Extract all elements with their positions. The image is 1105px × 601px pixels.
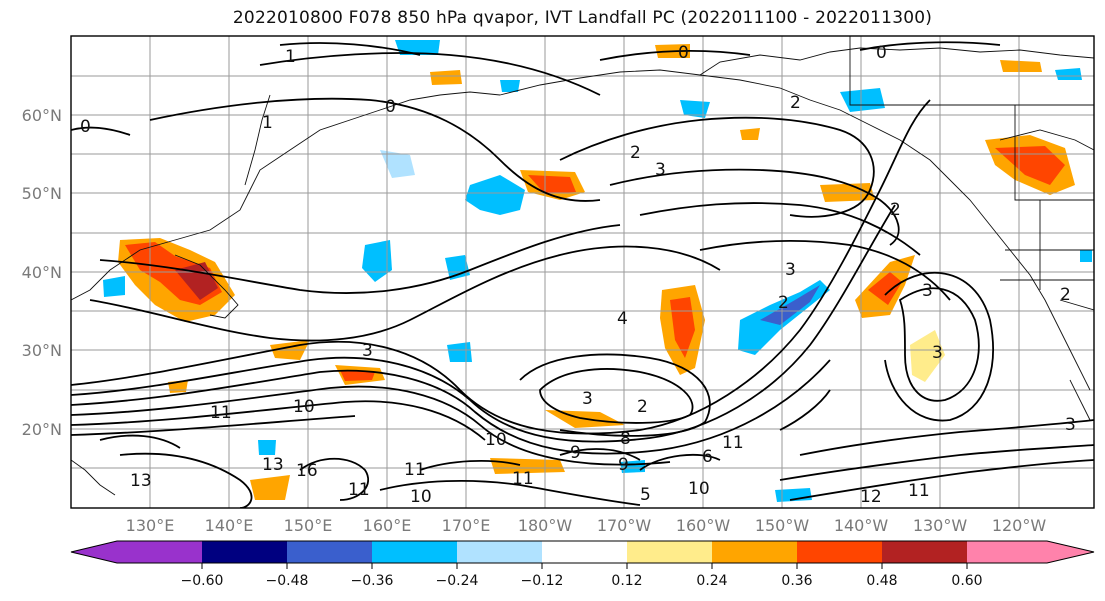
contour-label: 3 [582, 389, 593, 409]
colorbar-outline [70, 540, 1095, 564]
latitude-labels: 60°N 50°N 40°N 30°N 20°N [22, 106, 62, 439]
contour-label: 0 [385, 97, 396, 117]
contour-label: 10 [485, 430, 507, 450]
colorbar-segment [967, 541, 1047, 563]
contour-label: 0 [80, 117, 91, 137]
ivt-contours [71, 41, 1094, 508]
lat-label-40n: 40°N [22, 263, 62, 282]
colorbar-segment [882, 541, 967, 563]
contour-label: 2 [630, 143, 641, 163]
colorbar-segment [1047, 541, 1094, 563]
positive-anomaly-patches [118, 44, 1075, 500]
lon-label-120w: 120°W [992, 516, 1047, 535]
map-frame [70, 35, 1095, 509]
colorbar-tick-label: 0.36 [781, 573, 812, 589]
lat-label-50n: 50°N [22, 184, 62, 203]
colorbar-segment [202, 541, 287, 563]
colorbar-segment [71, 541, 117, 563]
coastlines [71, 36, 1094, 496]
colorbar-segment [117, 541, 202, 563]
lon-label-150e: 150°E [284, 516, 333, 535]
lon-label-130w: 130°W [913, 516, 968, 535]
contour-label: 0 [876, 43, 887, 63]
contour-label: 11 [348, 480, 370, 500]
colorbar-tick-label: −0.60 [181, 573, 224, 589]
colorbar-tick-label: −0.24 [436, 573, 479, 589]
lon-label-160w: 160°W [676, 516, 731, 535]
lon-label-180w: 180°W [518, 516, 573, 535]
contour-label: 3 [785, 260, 796, 280]
colorbar-segment [797, 541, 882, 563]
colorbar-ticks [201, 563, 968, 569]
contour-label: 2 [778, 293, 789, 313]
contour-label: 1 [262, 113, 273, 133]
contour-label: 11 [210, 403, 232, 423]
longitude-labels: 130°E 140°E 150°E 160°E 170°E 180°W 170°… [126, 516, 1047, 535]
contour-label: 16 [296, 461, 318, 481]
contour-label-group: 1 1 0 0 0 0 2 3 2 2 3 3 2 3 3 4 3 2 3 2 … [80, 43, 1076, 507]
lon-label-140w: 140°W [834, 516, 889, 535]
contour-label: 2 [637, 397, 648, 417]
colorbar-segment [712, 541, 797, 563]
colorbar-tick-label: −0.36 [351, 573, 394, 589]
colorbar-segment [542, 541, 627, 563]
lon-label-150w: 150°W [755, 516, 810, 535]
colorbar-segment [372, 541, 457, 563]
colorbar-tick-label: −0.48 [266, 573, 309, 589]
contour-label: 10 [688, 479, 710, 499]
map-title: 2022010800 F078 850 hPa qvapor, IVT Land… [232, 8, 933, 28]
contour-label: 0 [678, 43, 689, 63]
contour-label: 3 [1065, 415, 1076, 435]
colorbar-segment [287, 541, 372, 563]
contour-label: 6 [702, 447, 713, 467]
contour-label: 5 [640, 485, 651, 505]
contour-label: 3 [922, 281, 933, 301]
contour-label: 11 [722, 433, 744, 453]
contour-label: 10 [410, 487, 432, 507]
contour-label: 3 [932, 343, 943, 363]
lon-label-170e: 170°E [442, 516, 491, 535]
colorbar-tick-label: 0.60 [951, 573, 982, 589]
lat-label-60n: 60°N [22, 106, 62, 125]
contour-label: 3 [362, 341, 373, 361]
colorbar-segment [627, 541, 712, 563]
contour-label: 2 [790, 93, 801, 113]
lon-label-160e: 160°E [363, 516, 412, 535]
graticule [71, 36, 1094, 508]
contour-label: 11 [512, 469, 534, 489]
colorbar-tick-label: 0.24 [696, 573, 727, 589]
lat-label-30n: 30°N [22, 341, 62, 360]
contour-label: 4 [617, 309, 628, 329]
contour-label: 12 [860, 487, 882, 507]
map-body: 1 1 0 0 0 0 2 3 2 2 3 3 2 3 3 4 3 2 3 2 … [71, 36, 1094, 508]
lon-label-170w: 170°W [597, 516, 652, 535]
contour-label: 13 [130, 471, 152, 491]
contour-label: 10 [293, 397, 315, 417]
contour-label: 1 [285, 47, 296, 67]
contour-label: 2 [890, 200, 901, 220]
colorbar: −0.60 −0.48 −0.36 −0.24 −0.12 0.12 0.24 … [70, 540, 1095, 589]
colorbar-tick-label: −0.12 [521, 573, 564, 589]
colorbar-tick-label: 0.12 [611, 573, 642, 589]
lat-label-20n: 20°N [22, 420, 62, 439]
colorbar-segment [457, 541, 542, 563]
contour-label: 2 [1060, 285, 1071, 305]
lon-label-140e: 140°E [205, 516, 254, 535]
contour-label: 9 [618, 455, 629, 475]
colorbar-tick-label: 0.48 [866, 573, 897, 589]
lon-label-130e: 130°E [126, 516, 175, 535]
contour-label: 13 [262, 455, 284, 475]
contour-label: 3 [655, 160, 666, 180]
contour-label: 11 [404, 460, 426, 480]
contour-label: 11 [908, 481, 930, 501]
contour-label: 9 [570, 443, 581, 463]
contour-label: 8 [620, 429, 631, 449]
